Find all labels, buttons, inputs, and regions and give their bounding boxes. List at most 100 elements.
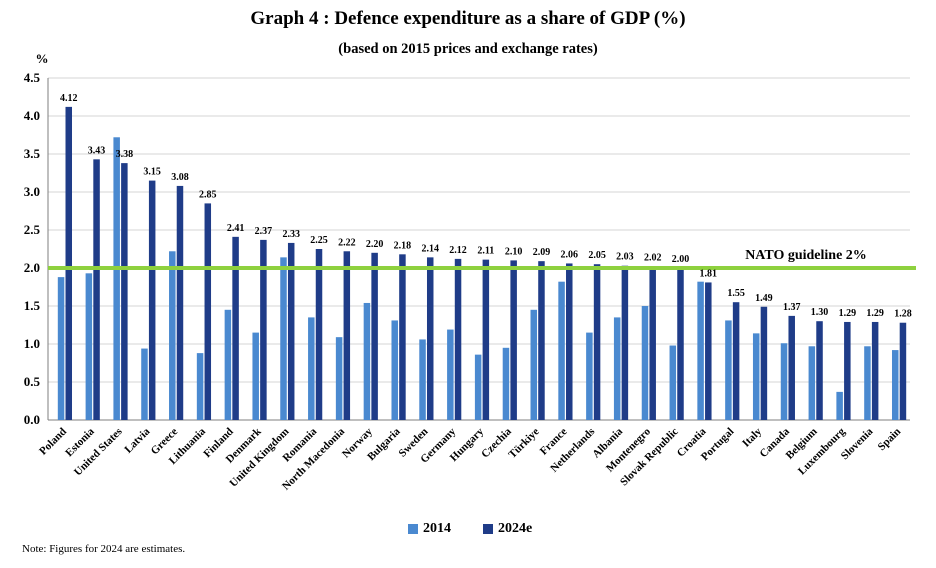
legend-item-2024e: 2024e: [483, 521, 532, 537]
bar-2014: [613, 317, 621, 420]
bar-2014: [641, 306, 649, 420]
bar-2014: [586, 332, 593, 420]
bar-2024e: [760, 306, 768, 420]
bar-2024e: [816, 321, 823, 420]
data-label-2024e: 4.12: [60, 93, 78, 104]
bar-2024e: [705, 282, 712, 420]
bar-2024e: [204, 203, 212, 420]
bar-2024e: [538, 261, 545, 420]
data-label-2024e: 2.06: [561, 249, 579, 260]
chart-subtitle: (based on 2015 prices and exchange rates…: [338, 41, 598, 57]
data-label-2024e: 1.55: [727, 288, 745, 299]
legend: 2014 2024e: [408, 521, 564, 537]
y-tick-label: 1.5: [24, 298, 41, 313]
data-label-2024e: 1.49: [755, 293, 773, 304]
x-tick-label: Slovenia: [839, 425, 876, 462]
bar-2014: [697, 281, 704, 420]
bar-2024e: [232, 236, 239, 420]
bar-2024e: [371, 252, 378, 420]
bar-2014: [808, 346, 816, 420]
data-label-2024e: 2.20: [366, 239, 384, 250]
bar-2024e: [844, 321, 851, 420]
x-tick-label: Türkiye: [506, 426, 541, 461]
data-label-2024e: 2.12: [449, 245, 467, 256]
bar-2014: [85, 273, 93, 420]
bar-2014: [141, 348, 148, 420]
legend-label-2014: 2014: [423, 521, 451, 536]
bar-2024e: [148, 180, 156, 420]
bar-2014: [530, 309, 538, 420]
bar-2014: [280, 257, 287, 420]
bar-2014: [113, 137, 120, 420]
nato-guideline-label: NATO guideline 2%: [745, 248, 867, 263]
bar-2014: [836, 391, 843, 420]
bar-2024e: [871, 321, 879, 420]
bar-2024e: [454, 258, 462, 420]
bar-2024e: [899, 322, 907, 420]
y-tick-label: 3.0: [24, 184, 40, 199]
data-label-2024e: 2.14: [421, 243, 439, 254]
bar-2024e: [482, 259, 490, 420]
bar-2014: [335, 337, 343, 420]
legend-swatch-2014: [408, 524, 418, 534]
bar-2024e: [732, 302, 740, 420]
data-label-2024e: 1.28: [894, 309, 912, 320]
data-label-2024e: 1.29: [866, 308, 884, 319]
bar-2014: [419, 339, 426, 420]
bar-2014: [169, 251, 176, 420]
data-label-2024e: 2.41: [227, 223, 245, 234]
bar-2024e: [93, 159, 100, 420]
bar-2024e: [649, 266, 656, 420]
y-tick-label: 0.5: [24, 374, 41, 389]
y-tick-label: 1.0: [24, 336, 40, 351]
bar-2024e: [621, 265, 629, 420]
data-label-2024e: 2.85: [199, 189, 217, 200]
bar-2014: [224, 309, 232, 420]
bar-2014: [891, 350, 899, 420]
bar-2024e: [593, 264, 601, 420]
bar-2014: [502, 347, 510, 420]
bar-2024e: [399, 254, 406, 420]
y-tick-label: 2.0: [24, 260, 40, 275]
bar-2014: [57, 277, 65, 420]
data-label-2024e: 2.22: [338, 237, 356, 248]
bar-2014: [669, 345, 677, 420]
y-tick-label: 0.0: [24, 412, 40, 427]
axes: 0.00.51.01.52.02.53.03.54.04.5%PolandEst…: [24, 51, 910, 493]
data-label-2024e: 1.37: [783, 302, 801, 313]
y-tick-label: 4.5: [24, 70, 41, 85]
data-label-2024e: 1.29: [839, 308, 857, 319]
data-label-2024e: 2.10: [505, 246, 523, 257]
legend-item-2014: 2014: [408, 521, 451, 537]
bar-2024e: [510, 260, 517, 420]
x-tick-label: Latvia: [122, 425, 152, 455]
bar-2024e: [788, 315, 795, 420]
data-label-2024e: 2.03: [616, 252, 634, 263]
chart-title: Graph 4 : Defence expenditure as a share…: [250, 8, 686, 29]
y-axis-label: %: [36, 51, 49, 66]
bar-2014: [780, 343, 788, 420]
data-label-2024e: 2.02: [644, 252, 662, 263]
data-label-2024e: 3.08: [171, 172, 189, 183]
data-label-2024e: 3.43: [88, 145, 106, 156]
bar-2024e: [426, 257, 434, 420]
bar-2014: [474, 354, 482, 420]
data-label-2024e: 1.81: [700, 268, 718, 279]
bar-2014: [447, 329, 454, 420]
data-label-2024e: 3.38: [116, 149, 134, 160]
bar-2014: [864, 346, 871, 420]
data-label-2024e: 2.37: [255, 226, 273, 237]
bars: [57, 106, 907, 420]
data-label-2024e: 2.05: [588, 250, 606, 261]
bar-2024e: [65, 106, 73, 420]
y-tick-label: 4.0: [24, 108, 40, 123]
data-label-2024e: 2.25: [310, 235, 328, 246]
bar-2024e: [677, 268, 684, 420]
bar-2024e: [343, 251, 351, 420]
data-label-2024e: 2.18: [394, 240, 412, 251]
x-tick-label: Italy: [740, 425, 764, 449]
bar-2014: [363, 302, 371, 420]
bar-2024e: [566, 263, 573, 420]
bar-2014: [391, 320, 398, 420]
data-label-2024e: 3.15: [143, 167, 161, 178]
